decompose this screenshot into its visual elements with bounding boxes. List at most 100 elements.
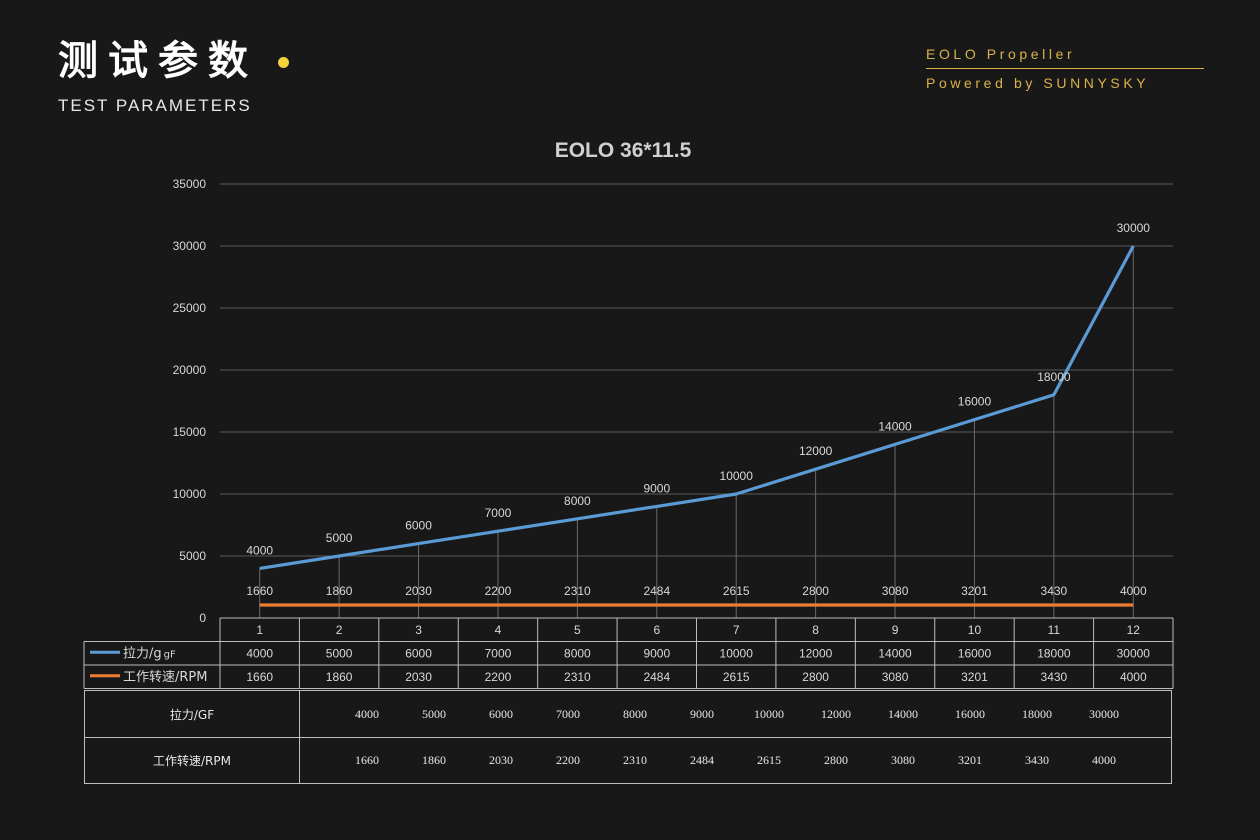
data-label-thrust: 9000 xyxy=(643,481,670,495)
summary-cell: 18000 xyxy=(1022,706,1052,721)
table-cell-thrust: 4000 xyxy=(246,647,273,661)
data-label-thrust: 4000 xyxy=(246,543,273,557)
data-label-thrust: 18000 xyxy=(1037,370,1071,384)
y-tick-label: 30000 xyxy=(173,239,207,253)
data-label-thrust: 14000 xyxy=(878,419,912,433)
x-category-label: 10 xyxy=(968,623,982,637)
data-label-thrust: 16000 xyxy=(958,395,992,409)
table-cell-thrust: 16000 xyxy=(958,647,992,661)
data-label-rpm: 3201 xyxy=(961,584,988,598)
data-label-thrust: 8000 xyxy=(564,494,591,508)
data-label-rpm: 3080 xyxy=(882,584,909,598)
summary-row-thrust: 拉力/GF 4000 5000 6000 7000 8000 9000 10000 12000… xyxy=(85,691,1171,738)
table-cell-thrust: 30000 xyxy=(1117,647,1151,661)
x-category-label: 4 xyxy=(495,623,502,637)
table-cell-thrust: 8000 xyxy=(564,647,591,661)
data-label-rpm: 1860 xyxy=(326,584,353,598)
brand-name: EOLO Propeller xyxy=(926,46,1076,62)
summary-row-label: 工作转速/RPM xyxy=(85,737,300,783)
summary-row-label: 拉力/GF xyxy=(85,691,300,737)
summary-cell: 6000 xyxy=(489,706,513,721)
x-category-label: 7 xyxy=(733,623,740,637)
summary-cell: 2200 xyxy=(556,752,580,767)
data-label-thrust: 10000 xyxy=(720,469,754,483)
x-category-label: 3 xyxy=(415,623,422,637)
y-tick-label: 25000 xyxy=(173,301,207,315)
table-cell-rpm: 2310 xyxy=(564,670,591,684)
table-cell-thrust: 5000 xyxy=(326,647,353,661)
table-cell-rpm: 2030 xyxy=(405,670,432,684)
data-label-rpm: 3430 xyxy=(1041,584,1068,598)
title-accent-dot xyxy=(278,57,289,68)
x-category-label: 12 xyxy=(1127,623,1141,637)
data-label-thrust: 30000 xyxy=(1117,221,1151,235)
summary-cell: 1860 xyxy=(422,752,446,767)
data-label-rpm: 2310 xyxy=(564,584,591,598)
data-label-thrust: 12000 xyxy=(799,444,833,458)
y-tick-label: 0 xyxy=(199,611,206,625)
legend-unit-thrust: gF xyxy=(164,650,176,661)
summary-cell: 30000 xyxy=(1089,706,1119,721)
data-label-rpm: 2484 xyxy=(643,584,670,598)
summary-cell: 4000 xyxy=(355,706,379,721)
series-line-thrust xyxy=(259,245,1135,570)
summary-row-rpm: 工作转速/RPM 1660 1860 2030 2200 2310 2484 2615 280… xyxy=(85,737,1171,783)
data-label-thrust: 7000 xyxy=(485,506,512,520)
summary-cell: 14000 xyxy=(888,706,918,721)
summary-cell: 10000 xyxy=(754,706,784,721)
data-label-rpm: 2800 xyxy=(802,584,829,598)
data-label-rpm: 4000 xyxy=(1120,584,1147,598)
table-cell-rpm: 2484 xyxy=(643,670,670,684)
data-label-rpm: 1660 xyxy=(246,584,273,598)
summary-cell: 7000 xyxy=(556,706,580,721)
summary-cell: 8000 xyxy=(623,706,647,721)
x-category-label: 9 xyxy=(892,623,899,637)
summary-cell: 1660 xyxy=(355,752,379,767)
summary-cell: 3201 xyxy=(958,752,982,767)
summary-cell: 12000 xyxy=(821,706,851,721)
table-cell-thrust: 18000 xyxy=(1037,647,1071,661)
table-cell-thrust: 12000 xyxy=(799,647,833,661)
table-cell-rpm: 1660 xyxy=(246,670,273,684)
table-cell-rpm: 3201 xyxy=(961,670,988,684)
table-cell-rpm: 3080 xyxy=(882,670,909,684)
summary-table: 拉力/GF 4000 5000 6000 7000 8000 9000 10000 12000… xyxy=(84,690,1172,784)
table-cell-rpm: 3430 xyxy=(1041,670,1068,684)
table-cell-rpm: 4000 xyxy=(1120,670,1147,684)
table-cell-thrust: 7000 xyxy=(485,647,512,661)
table-cell-rpm: 2800 xyxy=(802,670,829,684)
summary-cell: 16000 xyxy=(955,706,985,721)
table-cell-thrust: 9000 xyxy=(643,647,670,661)
x-category-label: 1 xyxy=(256,623,263,637)
data-label-rpm: 2615 xyxy=(723,584,750,598)
data-label-rpm: 2030 xyxy=(405,584,432,598)
x-category-label: 2 xyxy=(336,623,343,637)
x-category-label: 5 xyxy=(574,623,581,637)
y-tick-label: 35000 xyxy=(173,177,207,191)
summary-cell: 4000 xyxy=(1092,752,1116,767)
summary-cell: 2030 xyxy=(489,752,513,767)
summary-cell: 2615 xyxy=(757,752,781,767)
legend-label-rpm: 工作转速/RPM xyxy=(123,670,207,685)
summary-cell: 3430 xyxy=(1025,752,1049,767)
y-tick-label: 5000 xyxy=(179,549,206,563)
x-category-label: 8 xyxy=(812,623,819,637)
page-subtitle: TEST PARAMETERS xyxy=(58,96,252,115)
summary-cell: 2484 xyxy=(690,752,714,767)
chart-title: EOLO 36*11.5 xyxy=(555,139,692,162)
data-label-thrust: 6000 xyxy=(405,519,432,533)
brand-tagline: Powered by SUNNYSKY xyxy=(926,75,1150,91)
data-label-rpm: 2200 xyxy=(485,584,512,598)
y-tick-label: 10000 xyxy=(173,487,207,501)
summary-cell: 2310 xyxy=(623,752,647,767)
table-cell-rpm: 2615 xyxy=(723,670,750,684)
table-cell-thrust: 10000 xyxy=(720,647,754,661)
summary-cell: 5000 xyxy=(422,706,446,721)
x-category-label: 11 xyxy=(1048,623,1061,637)
table-cell-rpm: 1860 xyxy=(326,670,353,684)
table-cell-thrust: 14000 xyxy=(878,647,912,661)
legend-label-thrust: 拉力/g gF xyxy=(123,647,176,662)
x-category-label: 6 xyxy=(653,623,660,637)
data-label-thrust: 5000 xyxy=(326,531,353,545)
